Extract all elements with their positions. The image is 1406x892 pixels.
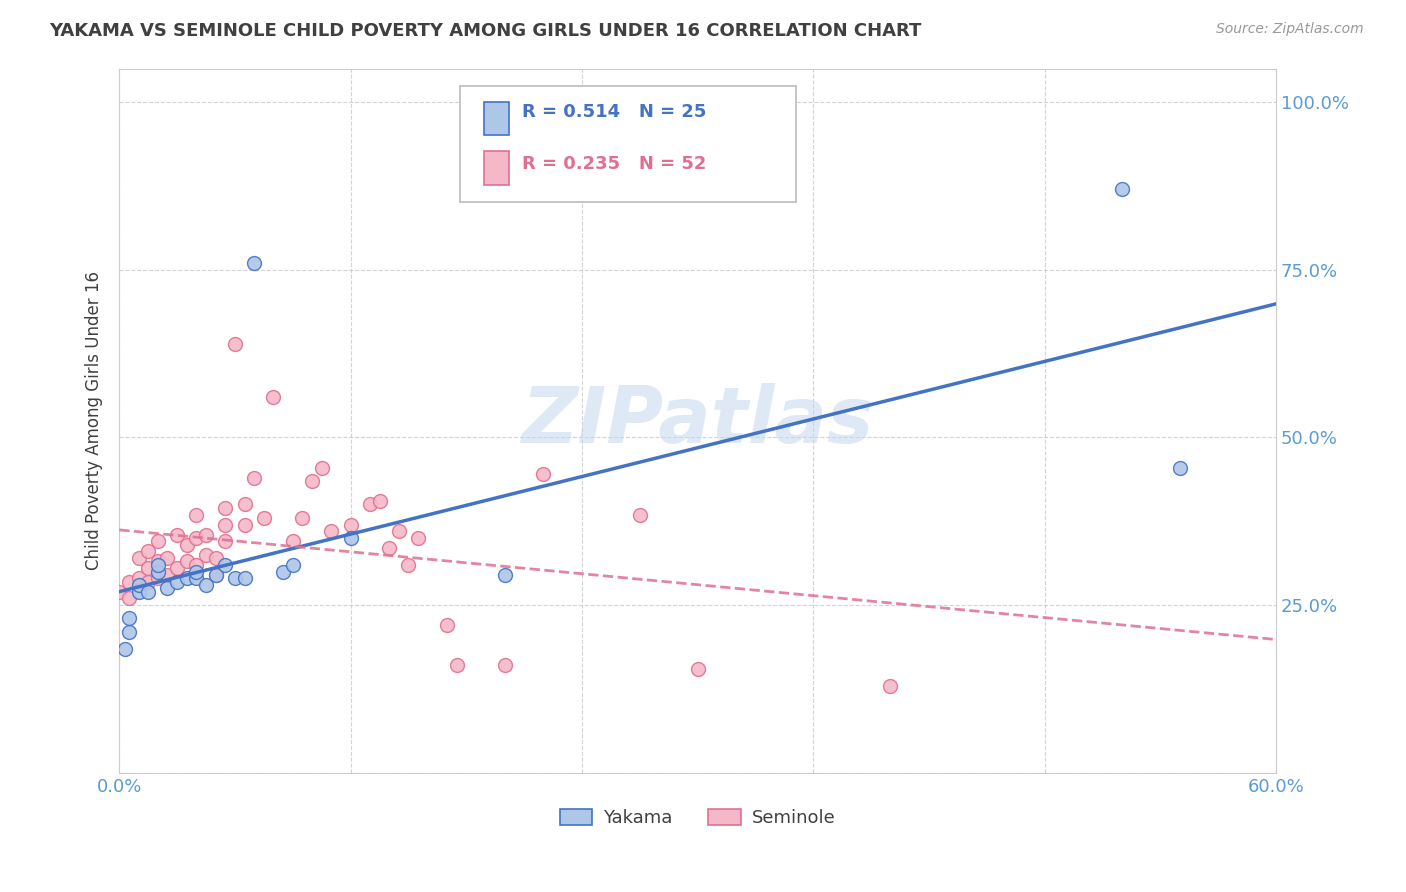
FancyBboxPatch shape <box>484 151 509 185</box>
Point <box>204 567 226 582</box>
Point <box>146 558 169 572</box>
Point <box>136 561 159 575</box>
Point <box>214 534 236 549</box>
Point <box>146 554 169 568</box>
Point <box>531 467 554 482</box>
Point <box>494 658 516 673</box>
Point <box>166 574 188 589</box>
Point <box>281 534 304 549</box>
Point <box>1111 182 1133 196</box>
Point <box>146 565 169 579</box>
Point <box>186 531 208 545</box>
Point <box>136 544 159 558</box>
Point <box>271 565 294 579</box>
Point <box>311 460 333 475</box>
Point <box>128 584 150 599</box>
Point <box>339 517 361 532</box>
Point <box>1168 460 1191 475</box>
Point <box>233 571 256 585</box>
Point <box>136 584 159 599</box>
Point <box>398 558 420 572</box>
Point <box>224 571 246 585</box>
Point <box>233 517 256 532</box>
Point <box>118 611 141 625</box>
Point <box>301 474 323 488</box>
Point <box>339 531 361 545</box>
Point <box>166 527 188 541</box>
Text: ZIPatlas: ZIPatlas <box>522 383 873 458</box>
Point <box>253 511 276 525</box>
Y-axis label: Child Poverty Among Girls Under 16: Child Poverty Among Girls Under 16 <box>86 271 103 570</box>
Point <box>108 584 131 599</box>
Point <box>176 538 198 552</box>
Point <box>359 498 381 512</box>
Point <box>281 558 304 572</box>
Point <box>436 618 458 632</box>
Point <box>186 565 208 579</box>
Point <box>166 561 188 575</box>
Point <box>204 551 226 566</box>
Point <box>186 508 208 522</box>
Text: R = 0.235   N = 52: R = 0.235 N = 52 <box>522 154 706 172</box>
Point <box>118 624 141 639</box>
Point <box>128 551 150 566</box>
Point <box>214 517 236 532</box>
Point <box>128 571 150 585</box>
Point <box>118 591 141 606</box>
Point <box>186 571 208 585</box>
Legend: Yakama, Seminole: Yakama, Seminole <box>553 801 842 834</box>
Point <box>128 578 150 592</box>
Point <box>321 524 343 539</box>
Point <box>243 256 266 270</box>
Point <box>204 567 226 582</box>
Point <box>446 658 468 673</box>
Point <box>118 574 141 589</box>
Point <box>263 390 285 404</box>
Point <box>146 534 169 549</box>
Point <box>233 498 256 512</box>
Point <box>195 548 218 562</box>
Point <box>176 571 198 585</box>
Text: Source: ZipAtlas.com: Source: ZipAtlas.com <box>1216 22 1364 37</box>
Point <box>136 574 159 589</box>
Point <box>406 531 429 545</box>
Point <box>879 679 901 693</box>
Point <box>214 500 236 515</box>
Point <box>146 571 169 585</box>
Text: R = 0.514   N = 25: R = 0.514 N = 25 <box>522 103 706 121</box>
Point <box>195 527 218 541</box>
Point <box>156 567 179 582</box>
FancyBboxPatch shape <box>484 102 509 136</box>
Point <box>686 662 709 676</box>
Point <box>114 641 136 656</box>
Point <box>195 578 218 592</box>
Point <box>156 551 179 566</box>
Point <box>186 558 208 572</box>
Point <box>291 511 314 525</box>
Point <box>156 582 179 596</box>
Point <box>378 541 401 555</box>
Point <box>224 336 246 351</box>
Point <box>243 470 266 484</box>
Point <box>628 508 651 522</box>
Point <box>214 558 236 572</box>
Point <box>176 554 198 568</box>
FancyBboxPatch shape <box>461 87 796 202</box>
Text: YAKAMA VS SEMINOLE CHILD POVERTY AMONG GIRLS UNDER 16 CORRELATION CHART: YAKAMA VS SEMINOLE CHILD POVERTY AMONG G… <box>49 22 921 40</box>
Point <box>494 567 516 582</box>
Point <box>368 494 391 508</box>
Point <box>388 524 411 539</box>
